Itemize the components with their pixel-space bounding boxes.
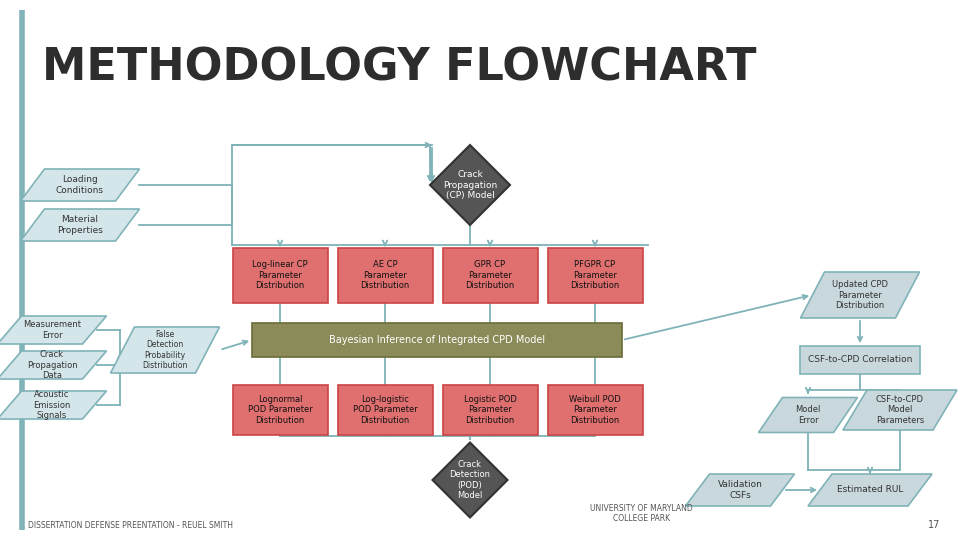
Polygon shape: [758, 397, 857, 433]
Polygon shape: [20, 169, 139, 201]
Text: False
Detection
Probability
Distribution: False Detection Probability Distribution: [142, 330, 188, 370]
Text: CSF-to-CPD
Model
Parameters: CSF-to-CPD Model Parameters: [876, 395, 924, 425]
Text: 17: 17: [927, 520, 940, 530]
Text: Crack
Propagation
Data: Crack Propagation Data: [27, 350, 78, 380]
Text: Crack
Propagation
(CP) Model: Crack Propagation (CP) Model: [443, 170, 497, 200]
Text: Updated CPD
Parameter
Distribution: Updated CPD Parameter Distribution: [832, 280, 888, 310]
Text: GPR CP
Parameter
Distribution: GPR CP Parameter Distribution: [466, 260, 515, 290]
Text: Crack
Detection
(POD)
Model: Crack Detection (POD) Model: [449, 460, 491, 500]
Text: Bayesian Inference of Integrated CPD Model: Bayesian Inference of Integrated CPD Mod…: [329, 335, 545, 345]
Text: PFGPR CP
Parameter
Distribution: PFGPR CP Parameter Distribution: [570, 260, 619, 290]
Text: Material
Properties: Material Properties: [57, 215, 103, 235]
Text: DISSERTATION DEFENSE PREENTATION - REUEL SMITH: DISSERTATION DEFENSE PREENTATION - REUEL…: [28, 521, 233, 530]
Polygon shape: [843, 390, 957, 430]
FancyBboxPatch shape: [232, 385, 327, 435]
Polygon shape: [801, 272, 920, 318]
Text: CSF-to-CPD Correlation: CSF-to-CPD Correlation: [807, 355, 912, 364]
FancyBboxPatch shape: [338, 385, 433, 435]
FancyBboxPatch shape: [800, 346, 920, 374]
Text: Weibull POD
Parameter
Distribution: Weibull POD Parameter Distribution: [569, 395, 621, 425]
Polygon shape: [808, 474, 932, 506]
FancyBboxPatch shape: [338, 247, 433, 302]
Text: Model
Error: Model Error: [795, 406, 821, 424]
Polygon shape: [110, 327, 220, 373]
Text: Logistic POD
Parameter
Distribution: Logistic POD Parameter Distribution: [464, 395, 516, 425]
FancyBboxPatch shape: [443, 247, 538, 302]
FancyBboxPatch shape: [252, 323, 622, 357]
Text: Log-linear CP
Parameter
Distribution: Log-linear CP Parameter Distribution: [252, 260, 308, 290]
Text: Lognormal
POD Parameter
Distribution: Lognormal POD Parameter Distribution: [248, 395, 312, 425]
Polygon shape: [430, 145, 510, 225]
FancyBboxPatch shape: [547, 385, 642, 435]
Polygon shape: [433, 442, 508, 517]
Polygon shape: [0, 316, 107, 344]
FancyBboxPatch shape: [443, 385, 538, 435]
Polygon shape: [685, 474, 795, 506]
Polygon shape: [0, 391, 107, 419]
Text: AE CP
Parameter
Distribution: AE CP Parameter Distribution: [360, 260, 410, 290]
Text: Loading
Conditions: Loading Conditions: [56, 176, 104, 195]
Text: Measurement
Error: Measurement Error: [23, 320, 81, 340]
FancyBboxPatch shape: [547, 247, 642, 302]
Text: Validation
CSFs: Validation CSFs: [717, 480, 762, 500]
Text: METHODOLOGY FLOWCHART: METHODOLOGY FLOWCHART: [42, 46, 756, 90]
Text: UNIVERSITY OF MARYLAND
COLLEGE PARK: UNIVERSITY OF MARYLAND COLLEGE PARK: [590, 504, 693, 523]
Text: Log-logistic
POD Parameter
Distribution: Log-logistic POD Parameter Distribution: [352, 395, 418, 425]
Text: Acoustic
Emission
Signals: Acoustic Emission Signals: [34, 390, 71, 420]
Polygon shape: [0, 351, 107, 379]
Text: Estimated RUL: Estimated RUL: [837, 485, 903, 495]
FancyBboxPatch shape: [232, 247, 327, 302]
Polygon shape: [20, 209, 139, 241]
